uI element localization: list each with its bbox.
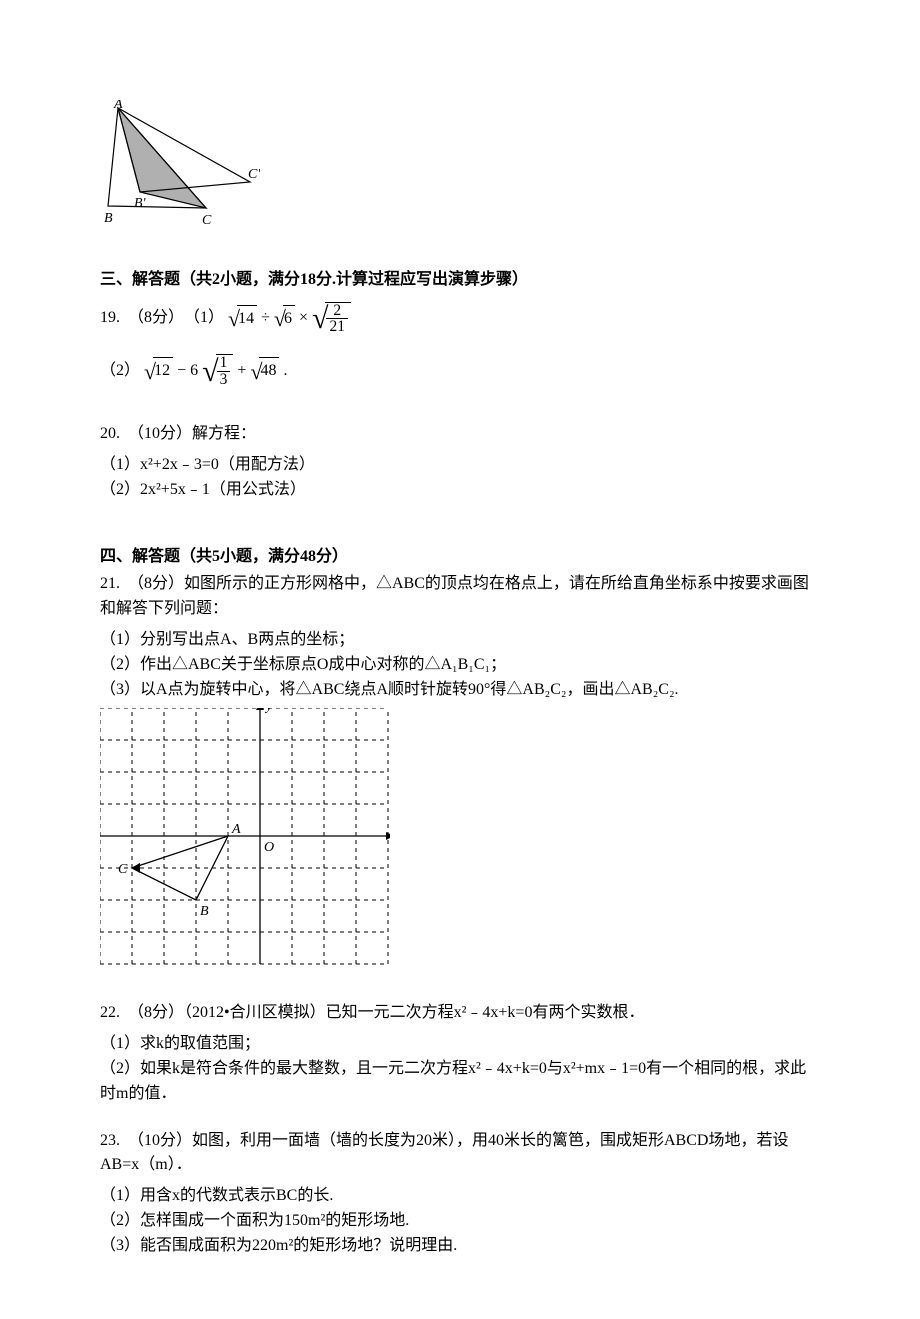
sqrt-12: √ 12 bbox=[144, 354, 173, 388]
sqrt-6: √ 6 bbox=[274, 301, 295, 335]
figure-triangle: A B C B' C' bbox=[100, 100, 820, 235]
sqrt-sym-icon: √ bbox=[250, 355, 262, 389]
svg-text:A: A bbox=[231, 822, 241, 837]
q19: 19. （8分） （1） √ 14 ÷ √ 6 × √ 2 21 bbox=[100, 295, 820, 342]
sqrt-frac-body: 2 21 bbox=[325, 302, 351, 335]
sqrt-sym-icon: √ bbox=[144, 355, 156, 389]
q22-line3: （2）如果k是符合条件的最大整数，且一元二次方程x²﹣4x+k=0与x²+mx﹣… bbox=[100, 1057, 820, 1107]
q23-line1: 23. （10分）如图，利用一面墙（墙的长度为20米），用40米长的篱笆，围成矩… bbox=[100, 1129, 820, 1179]
q21-line1: 21. （8分）如图所示的正方形网格中，△ABC的顶点均在格点上，请在所给直角坐… bbox=[100, 572, 820, 622]
sqrt-frac-1-3: √ 1 3 bbox=[202, 348, 233, 395]
svg-text:x: x bbox=[389, 840, 390, 855]
sqrt-48-val: 48 bbox=[259, 357, 279, 384]
sqrt-frac-2-21: √ 2 21 bbox=[312, 295, 351, 342]
q20-2: （2）2x²+5x﹣1（用公式法） bbox=[100, 478, 820, 503]
sqrt-sym-icon: √ bbox=[312, 296, 328, 343]
sqrt-48: √ 48 bbox=[250, 354, 279, 388]
frac-1-3: 1 3 bbox=[217, 355, 231, 387]
frac-num: 2 bbox=[326, 303, 348, 320]
frac-num: 1 bbox=[217, 355, 231, 372]
q19-part2: （2） √ 12 − 6 √ 1 3 + √ 48 . bbox=[100, 348, 820, 395]
q22-line2: （1）求k的取值范围； bbox=[100, 1032, 820, 1057]
times-sign: × bbox=[299, 309, 312, 326]
q19-part2-prefix: （2） bbox=[100, 361, 140, 378]
frac-den: 21 bbox=[326, 319, 348, 335]
label-a: A bbox=[113, 100, 123, 112]
period: . bbox=[283, 361, 287, 378]
q23-line2: （1）用含x的代数式表示BC的长. bbox=[100, 1184, 820, 1209]
page-root: A B C B' C' 三、解答题（共2小题，满分18分.计算过程应写出演算步骤… bbox=[0, 0, 920, 1319]
label-c-prime: C' bbox=[248, 167, 260, 182]
q21-line2: （1）分别写出点A、B两点的坐标； bbox=[100, 628, 820, 653]
sqrt-14: √ 14 bbox=[228, 301, 257, 335]
q22-line1: 22. （8分）（2012•合川区模拟）已知一元二次方程x²﹣4x+k=0有两个… bbox=[100, 1001, 820, 1026]
sqrt-sym-icon: √ bbox=[274, 302, 286, 336]
section3-title: 三、解答题（共2小题，满分18分.计算过程应写出演算步骤） bbox=[100, 265, 820, 289]
q23-line3: （2）怎样围成一个面积为150m²的矩形场地. bbox=[100, 1209, 820, 1234]
label-b: B bbox=[104, 211, 113, 226]
sqrt-14-val: 14 bbox=[237, 305, 257, 332]
q20-stem: 20. （10分）解方程： bbox=[100, 422, 820, 447]
label-b-prime: B' bbox=[134, 196, 147, 211]
divide-sign: ÷ bbox=[261, 309, 274, 326]
triangle-svg: A B C B' C' bbox=[100, 100, 260, 230]
plus-sign: + bbox=[237, 361, 246, 378]
sqrt-sym-icon: √ bbox=[202, 349, 218, 396]
q20-1: （1）x²+2x﹣3=0（用配方法） bbox=[100, 453, 820, 478]
grid-svg: Ox y A B C bbox=[100, 708, 390, 968]
frac-2-21: 2 21 bbox=[326, 303, 348, 335]
minus-sign: − bbox=[177, 361, 190, 378]
q21-grid-figure: Ox y A B C bbox=[100, 708, 820, 973]
label-c: C bbox=[202, 213, 212, 228]
q21-line3: （2）作出△ABC关于坐标原点O成中心对称的△A₁B₁C₁； bbox=[100, 653, 820, 678]
q21-line4: （3）以A点为旋转中心，将△ABC绕点A顺时针旋转90°得△AB₂C₂，画出△A… bbox=[100, 678, 820, 703]
sqrt-sym-icon: √ bbox=[228, 302, 240, 336]
frac-den: 3 bbox=[217, 372, 231, 388]
svg-text:B: B bbox=[200, 904, 209, 919]
coef-6: 6 bbox=[190, 361, 198, 378]
svg-text:O: O bbox=[264, 840, 274, 855]
q23-line4: （3）能否围成面积为220m²的矩形场地？说明理由. bbox=[100, 1234, 820, 1259]
svg-text:C: C bbox=[118, 862, 128, 877]
q19-prefix: 19. （8分） （1） bbox=[100, 309, 224, 326]
svg-text:y: y bbox=[264, 708, 273, 714]
section4-title: 四、解答题（共5小题，满分48分） bbox=[100, 542, 820, 566]
sqrt-12-val: 12 bbox=[153, 357, 173, 384]
